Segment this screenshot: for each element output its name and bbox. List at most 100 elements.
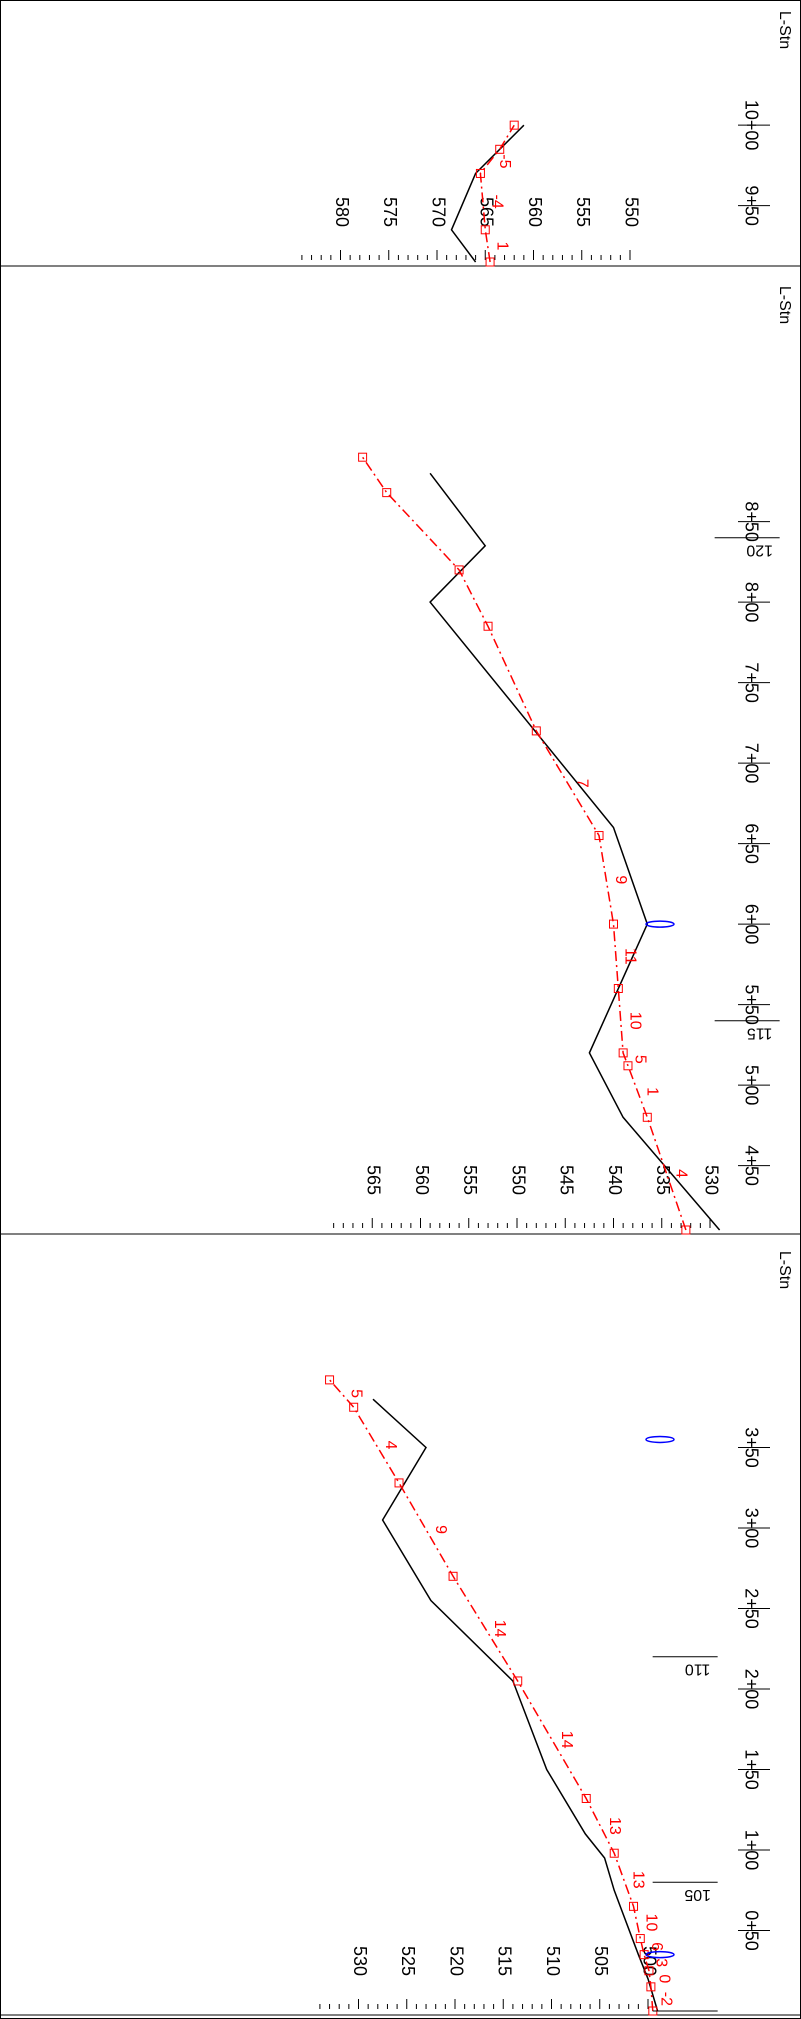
station-tick-label: 5+00: [741, 1065, 761, 1106]
station-tick-label: 6+50: [741, 823, 761, 864]
grade-point: [644, 1966, 654, 1976]
grade-point: [325, 1375, 335, 1385]
elevation-tick-label: 520: [446, 1946, 466, 1976]
elevation-tick-label: 570: [428, 197, 448, 227]
station-tick-label: 5+50: [741, 984, 761, 1025]
grade-line: [329, 1379, 654, 2012]
elevation-tick-label: 550: [508, 1165, 528, 1195]
grade-point: [358, 452, 368, 462]
grade-label: 5: [347, 1389, 364, 1398]
elevation-tick-label: 535: [653, 1165, 673, 1195]
elevation-tick-label: 515: [495, 1946, 515, 1976]
grade-point: [613, 984, 623, 993]
grade-label: 1: [643, 1087, 660, 1096]
grade-point: [618, 1048, 628, 1058]
culvert-marker: [645, 1950, 675, 1959]
elevation-tick-label: 510: [543, 1946, 563, 1976]
grade-label: 7: [573, 779, 590, 788]
grade-point: [394, 1478, 404, 1488]
station-marker-label: 115: [747, 1024, 773, 1041]
grade-label: 13: [606, 1817, 623, 1835]
station-tick-label: 9+50: [741, 185, 761, 226]
grade-point: [646, 1982, 656, 1992]
elevation-tick-label: 530: [350, 1946, 370, 1976]
grade-point: [495, 144, 505, 154]
grade-point: [448, 1571, 458, 1581]
station-tick-label: 10+00: [741, 100, 761, 151]
station-tick-label: 2+00: [741, 1669, 761, 1710]
grade-label: 10: [627, 1012, 644, 1030]
grade-label: -4: [489, 195, 506, 209]
station-axis-label: L-Stn: [776, 286, 793, 324]
station-marker-label: 110: [685, 1661, 711, 1678]
elevation-tick-label: 540: [605, 1165, 625, 1195]
station-tick-label: 8+50: [741, 501, 761, 542]
culvert-marker: [645, 1435, 675, 1444]
elevation-tick-label: 560: [525, 197, 545, 227]
station-tick-label: 2+50: [741, 1588, 761, 1629]
grade-point: [635, 1934, 645, 1944]
grade-point: [454, 565, 464, 575]
station-marker-label: 105: [684, 1886, 711, 1903]
elevation-tick-label: 575: [380, 197, 400, 227]
station-tick-label: 1+00: [741, 1830, 761, 1871]
culvert-marker: [645, 920, 675, 928]
grade-label: 1: [493, 241, 510, 250]
grade-line: [361, 456, 687, 1231]
grade-label: 14: [491, 1620, 508, 1638]
grade-point: [681, 1225, 691, 1235]
station-axis-label: L-Stn: [776, 11, 793, 49]
grade-label: 10: [643, 1914, 660, 1932]
station-marker-label: 120: [746, 541, 773, 558]
grade-line: [479, 124, 515, 263]
station-tick-label: 8+00: [741, 582, 761, 623]
ground-line: [429, 472, 721, 1231]
grade-point: [480, 225, 490, 235]
station-tick-label: 0+50: [741, 1910, 761, 1951]
elevation-tick-label: 530: [701, 1165, 721, 1195]
elevation-tick-label: 560: [412, 1165, 432, 1195]
grade-point: [609, 919, 618, 929]
station-tick-label: 6+00: [741, 904, 761, 945]
station-tick-label: 7+50: [741, 662, 761, 703]
grade-point: [509, 120, 519, 130]
grade-label: 0: [656, 1974, 673, 1983]
station-tick-label: 1+50: [741, 1749, 761, 1790]
grade-point: [531, 726, 541, 736]
elevation-tick-label: 545: [557, 1165, 577, 1195]
grade-label: 13: [630, 1871, 647, 1889]
grade-label: 3: [652, 1958, 669, 1967]
station-marker-label: 101: [684, 2015, 711, 2019]
grade-point: [594, 831, 604, 841]
grade-point: [485, 257, 495, 267]
grade-point: [609, 1848, 619, 1858]
grade-point: [513, 1676, 523, 1686]
elevation-tick-label: 550: [621, 197, 641, 227]
grade-label: -2: [658, 1992, 675, 2006]
station-tick-label: 4+50: [741, 1145, 761, 1186]
elevation-tick-label: 580: [332, 197, 352, 227]
station-axis-label: L-Stn: [776, 1251, 793, 1289]
station-tick-label: 7+00: [741, 743, 761, 784]
elevation-tick-label: 525: [398, 1946, 418, 1976]
grade-label: 11: [622, 948, 639, 965]
elevation-tick-label: 555: [460, 1165, 480, 1195]
grade-point: [483, 621, 493, 631]
elevation-tick-label: 555: [573, 197, 593, 227]
grade-label: 4: [382, 1441, 399, 1450]
grade-point: [475, 168, 485, 178]
grade-point: [349, 1402, 359, 1412]
grade-point: [642, 1112, 652, 1122]
grade-point: [581, 1793, 591, 1803]
elevation-tick-label: 565: [364, 1165, 384, 1195]
station-tick-label: 3+50: [741, 1427, 761, 1468]
grade-label: 5: [631, 1055, 648, 1064]
station-tick-label: 3+00: [741, 1508, 761, 1549]
grade-label: 9: [612, 875, 629, 884]
grade-label: 4: [672, 1169, 689, 1178]
grade-point: [382, 488, 392, 498]
grade-label: 14: [558, 1731, 575, 1749]
grade-label: -5: [496, 154, 513, 168]
